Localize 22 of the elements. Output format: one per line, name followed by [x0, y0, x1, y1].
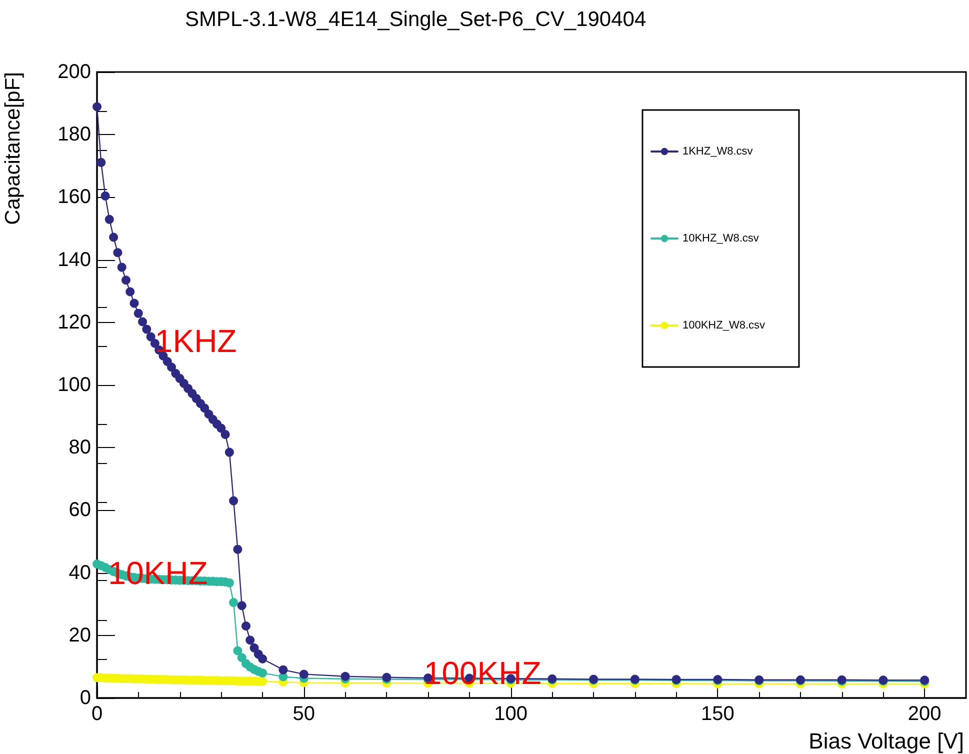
- legend-label: 1KHZ_W8.csv: [682, 146, 754, 158]
- y-tick-label: 0: [80, 687, 91, 709]
- x-tick-label: 100: [494, 703, 528, 725]
- y-tick-label: 80: [68, 436, 91, 459]
- y-tick-label: 200: [58, 61, 91, 83]
- y-axis-title: Capacitance[pF]: [2, 72, 24, 225]
- y-tick-label: 100: [58, 374, 91, 396]
- y-tick-label: 120: [58, 311, 91, 334]
- legend-label: 10KHZ_W8.csv: [682, 232, 760, 244]
- chart-title: SMPL-3.1-W8_4E14_Single_Set-P6_CV_190404: [185, 8, 646, 31]
- annotation: 1KHZ: [154, 323, 237, 360]
- x-tick-label: 150: [701, 703, 734, 725]
- x-tick-label: 50: [292, 703, 316, 725]
- x-axis-title: Bias Voltage [V]: [808, 728, 964, 754]
- y-tick-label: 60: [68, 499, 91, 522]
- y-tick-label: 180: [58, 124, 91, 146]
- y-tick-label: 20: [68, 624, 91, 646]
- legend-label: 100KHZ_W8.csv: [682, 320, 766, 332]
- y-tick-label: 160: [58, 186, 91, 208]
- y-tick-label: 140: [58, 248, 91, 271]
- y-tick-label: 40: [68, 562, 91, 584]
- x-tick-label: 200: [908, 703, 942, 725]
